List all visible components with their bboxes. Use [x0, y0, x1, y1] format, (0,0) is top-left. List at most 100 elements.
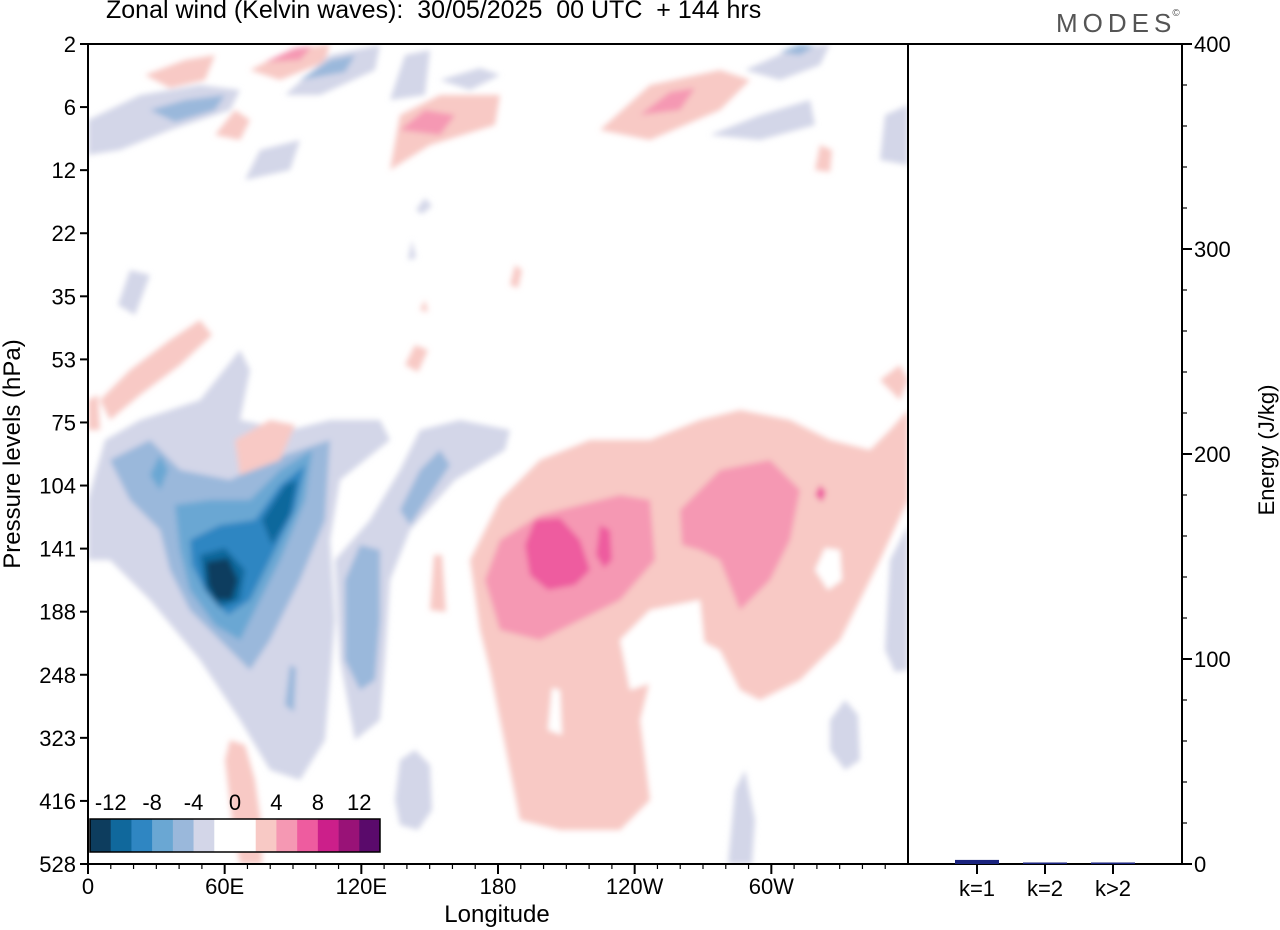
bar-category-label: k>2 [1095, 876, 1131, 901]
y-tick-label: 6 [64, 95, 76, 120]
colorbar-swatch [297, 819, 319, 852]
bar-category-label: k=2 [1027, 876, 1063, 901]
colorbar-label: 4 [270, 790, 282, 815]
contour-pos-main-6 [815, 485, 826, 502]
contour-pos-top-2 [250, 44, 330, 80]
contour-pos-blob-3 [235, 420, 295, 475]
colorbar-swatch [214, 819, 236, 852]
contour-neg-main-6 [262, 480, 297, 545]
bar-y-tick-label: 300 [1194, 237, 1231, 262]
y-axis: 2 6 12 22 35 53 75 104 141 188 248 323 416 528 [39, 32, 88, 877]
y-tick-label: 323 [39, 726, 76, 751]
contour-pos-main-5 [596, 525, 612, 568]
y-tick-label: 35 [52, 284, 76, 309]
contour-neg-top-7 [745, 44, 830, 80]
contour-neg-blob-1 [830, 700, 860, 770]
colorbar-label: -12 [95, 790, 127, 815]
bar-y-axis: 0 100 200 300 400 [1182, 32, 1231, 877]
y-tick-label: 416 [39, 789, 76, 814]
contour-neg-top-5 [440, 68, 500, 90]
colorbar-label: -4 [184, 790, 204, 815]
colorbar-swatch [152, 819, 174, 852]
bar-y-tick-label: 400 [1194, 32, 1231, 57]
bar-frame [907, 43, 1183, 865]
contour-pos-top-4 [390, 95, 500, 170]
x-tick-label: 60E [205, 874, 244, 899]
contour-neg-main-7 [206, 558, 238, 600]
contour-pos-main-4 [525, 518, 590, 590]
wind-field [88, 44, 908, 864]
colorbar-swatch [317, 819, 339, 852]
y-tick-label: 141 [39, 537, 76, 562]
contour-neg-main-8 [150, 455, 168, 490]
x-axis: 0 60E 120E 180 120W 60W [82, 864, 886, 899]
y-tick-label: 75 [52, 410, 76, 435]
y-tick-label: 22 [52, 221, 76, 246]
contour-zero-hole-3 [620, 600, 705, 690]
contour-pos-mid-1 [100, 320, 212, 420]
contour-neg-top-8 [780, 44, 815, 55]
colorbar-swatch [338, 819, 360, 852]
colorbar-swatch [90, 819, 112, 852]
contour-neg-blob-5 [416, 198, 432, 214]
x-tick-label: 0 [82, 874, 94, 899]
contour-neg-120e-4 [395, 750, 432, 830]
contour-neg-blob-2 [728, 770, 755, 864]
contour-pos-main-3 [680, 460, 800, 610]
y-tick-label: 2 [64, 32, 76, 57]
colorbar-swatch [235, 819, 257, 852]
y-axis-label: Pressure levels (hPa) [0, 339, 26, 568]
y-tick-label: 104 [39, 474, 76, 499]
contour-pos-mid-2 [88, 395, 100, 430]
contour-pos-blob-5 [420, 300, 428, 312]
contour-pos-blob-4 [880, 365, 908, 400]
colorbar-label: 8 [312, 790, 324, 815]
colorbar-frame [89, 818, 381, 853]
colorbar-label: 12 [347, 790, 371, 815]
contour-neg-blob-4 [408, 240, 416, 260]
bar [1023, 862, 1067, 864]
colorbar-swatch [110, 819, 132, 852]
colorbar [89, 818, 381, 853]
brand-mark: © [1172, 8, 1180, 19]
bar [955, 859, 999, 864]
x-tick-label: 120W [606, 874, 664, 899]
colorbar-swatch [131, 819, 153, 852]
chart-title: Zonal wind (Kelvin waves): 30/05/2025 00… [106, 0, 762, 24]
colorbar-swatch [359, 819, 381, 852]
colorbar-swatch [193, 819, 215, 852]
contour-zero-hole-2 [548, 688, 562, 735]
brand-logo: MODES© [1056, 8, 1180, 39]
x-axis-label: Longitude [444, 901, 549, 928]
y-tick-label: 188 [39, 600, 76, 625]
contour-neg-120e-3 [400, 450, 450, 525]
contour-pos-top-9 [815, 145, 832, 172]
contour-neg-top-left [88, 85, 240, 155]
y-tick-label: 528 [39, 852, 76, 877]
contour-pos-top-7 [640, 88, 695, 115]
contour-pos-blob-1 [430, 555, 446, 612]
contour-neg-blob-3 [885, 525, 908, 672]
colorbar-label: 0 [229, 790, 241, 815]
bar-x-axis: k=1 k=2 k>2 [959, 864, 1131, 901]
colorbar-swatch [172, 819, 194, 852]
contour-neg-top-left-2 [150, 95, 225, 122]
colorbar-swatch [276, 819, 298, 852]
brand-name: MODES [1056, 8, 1177, 38]
contour-neg-mid-1 [118, 270, 150, 315]
contour-pos-top-1 [145, 55, 215, 88]
colorbar-label: -8 [142, 790, 162, 815]
colorbar-labels: -12 -8 -4 0 4 8 12 [95, 790, 372, 815]
bar-series [955, 859, 1135, 864]
bar-y-axis-label: Energy (J/kg) [1254, 385, 1279, 516]
contour-neg-top-4 [390, 50, 430, 100]
contour-neg-120e-2 [345, 545, 380, 690]
y-tick-label: 53 [52, 347, 76, 372]
colorbar-swatch [255, 819, 277, 852]
bar-y-tick-label: 200 [1194, 442, 1231, 467]
bar-category-label: k=1 [959, 876, 995, 901]
contour-pos-mid-3 [405, 345, 428, 372]
contour-zero-hole-1 [815, 548, 842, 590]
y-tick-label: 12 [52, 158, 76, 183]
